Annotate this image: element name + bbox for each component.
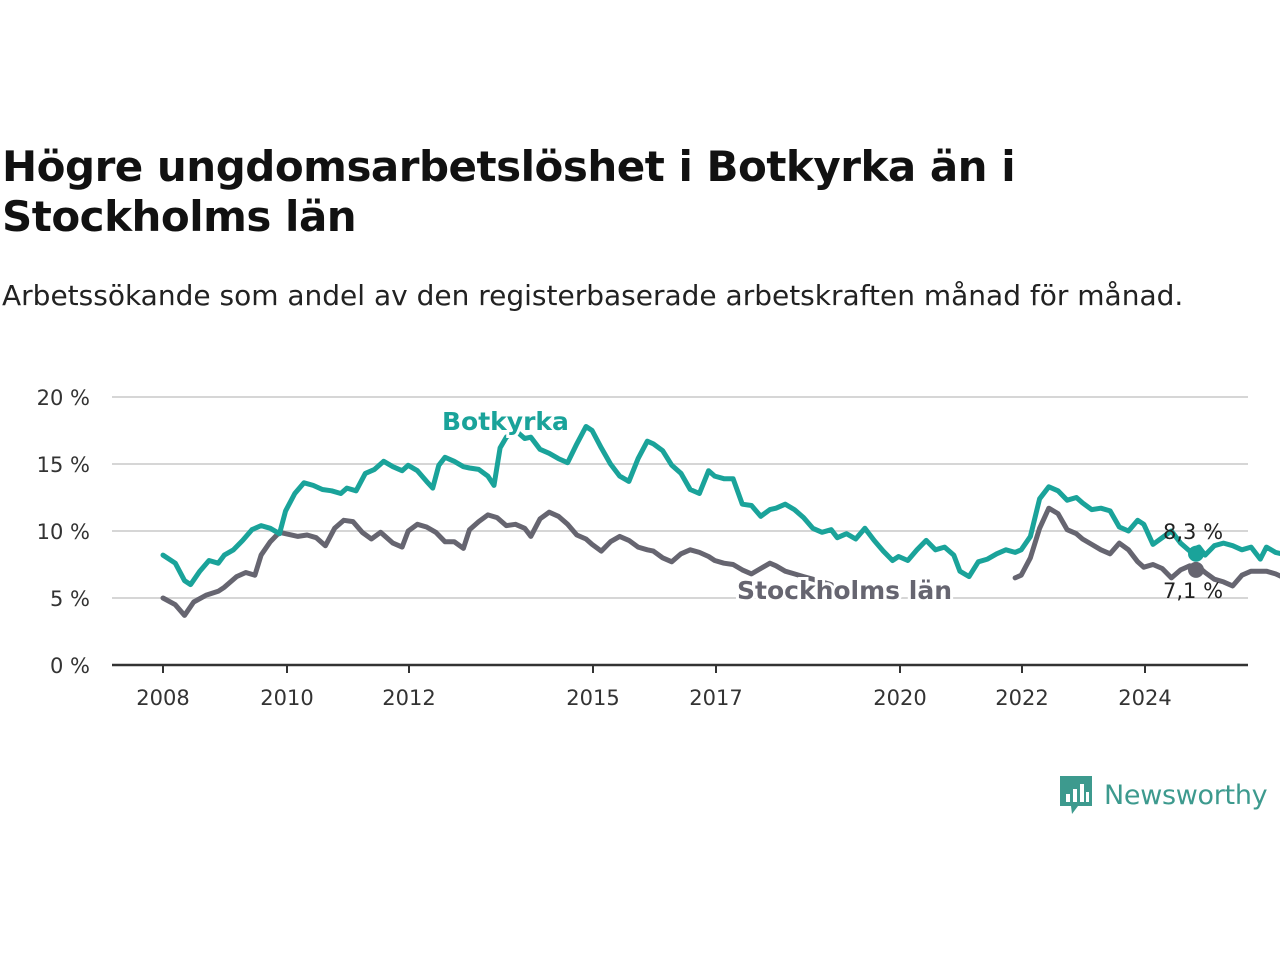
y-tick-label: 10 % [37,520,90,544]
series-label-botkyrka: Botkyrka [442,407,569,436]
x-tick-label: 2008 [136,686,189,710]
chart-subtitle: Arbetssökande som andel av den registerb… [2,279,1184,312]
x-tick-label: 2015 [566,686,619,710]
x-tick-label: 2020 [873,686,926,710]
end-point-stockholms-lan [1188,561,1204,578]
line-chart: 0 %5 %10 %15 %20 % 2008 2010 2012 2015 2017 2… [37,386,1280,710]
end-point-botkyrka [1188,545,1204,562]
newsworthy-brand: Newsworthy [1058,772,1268,818]
newsworthy-wordmark: Newsworthy [1104,779,1268,811]
x-tick-label: 2022 [995,686,1048,710]
gridlines [112,396,1248,599]
series-line-stockholms-lan-continued [1012,505,1280,589]
series-lines [160,424,1280,618]
newsworthy-logo-icon [1060,776,1092,814]
chart-title: Högre ungdomsarbetslöshet i Botkyrka än … [2,142,1016,241]
end-value-label-botkyrka: 8,3 % [1163,520,1223,544]
y-tick-label: 20 % [37,386,90,410]
series-label-stockholms-lan: Stockholms län [737,576,952,605]
end-value-label-stockholms-lan: 7,1 % [1163,579,1223,603]
series-labels: Botkyrka Stockholms län 8,3 % 7,1 % [439,404,1223,608]
y-axis-ticks: 0 % 5 % 10 % 15 % 20 % [37,386,90,678]
y-tick-label: 5 % [50,587,90,611]
series-line-botkyrka [160,424,1280,588]
y-tick-label: 15 % [37,453,90,477]
x-tick-label: 2017 [689,686,742,710]
x-tick-label: 2012 [382,686,435,710]
y-tick-label: 0 % [50,654,90,678]
x-tick-label: 2024 [1118,686,1171,710]
x-tick-label: 2010 [260,686,313,710]
x-axis-ticks: 2008 2010 2012 2015 2017 2020 2022 2024 [112,663,1248,710]
